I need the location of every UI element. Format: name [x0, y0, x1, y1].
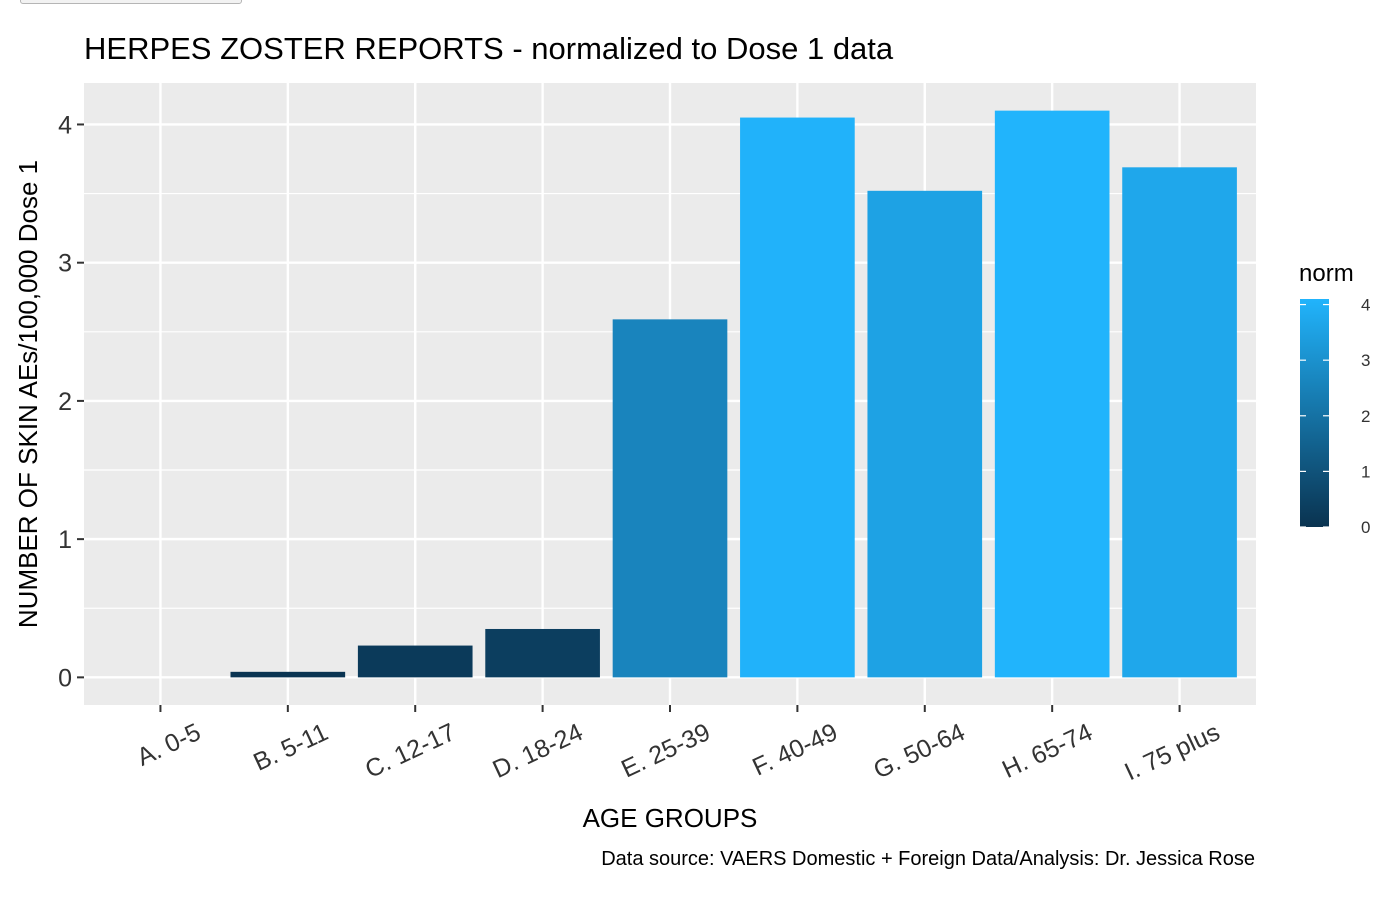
legend-label: 1 — [1361, 462, 1370, 481]
y-tick-label: 0 — [58, 664, 72, 692]
bars — [230, 110, 1237, 678]
x-tick-label: C. 12-17 — [361, 718, 460, 784]
y-tick-label: 1 — [58, 526, 72, 554]
bar-7 — [867, 190, 983, 678]
legend-title: norm — [1299, 260, 1354, 287]
x-tick-label: F. 40-49 — [748, 718, 842, 782]
x-tick-label: D. 18-24 — [488, 718, 587, 784]
caption: Data source: VAERS Domestic + Foreign Da… — [601, 848, 1255, 870]
window-edge — [20, 0, 242, 4]
legend-colorbar — [1300, 299, 1329, 527]
bar-5 — [612, 319, 728, 678]
x-tick-label: I. 75 plus — [1120, 718, 1224, 786]
chart-title: HERPES ZOSTER REPORTS - normalized to Do… — [84, 31, 894, 66]
x-tick-label: G. 50-64 — [869, 718, 969, 785]
y-axis: 0 1 2 3 4 — [58, 111, 84, 692]
legend-ticks: 0 1 2 3 4 — [1300, 296, 1370, 537]
x-axis: A. 0-5 B. 5-11 C. 12-17 D. 18-24 E. 25-39 F. … — [133, 705, 1224, 786]
y-tick-label: 2 — [58, 388, 72, 416]
x-tick-label: H. 65-74 — [998, 718, 1097, 784]
y-tick-label: 3 — [58, 250, 72, 278]
y-tick-label: 4 — [58, 111, 72, 139]
bar-6 — [740, 117, 855, 678]
bar-9 — [1122, 167, 1237, 678]
legend-label: 2 — [1361, 407, 1370, 426]
bar-3 — [357, 645, 473, 678]
legend: norm 0 1 2 3 4 — [1299, 260, 1370, 537]
legend-label: 4 — [1361, 296, 1370, 315]
x-tick-label: B. 5-11 — [249, 718, 332, 777]
x-tick-label: E. 25-39 — [617, 718, 714, 783]
x-tick-label: A. 0-5 — [133, 718, 205, 772]
x-axis-title: AGE GROUPS — [583, 803, 758, 833]
bar-4 — [485, 628, 600, 678]
y-axis-title: NUMBER OF SKIN AEs/100,000 Dose 1 — [13, 160, 43, 628]
legend-label: 0 — [1361, 518, 1370, 537]
bar-8 — [994, 110, 1110, 678]
legend-label: 3 — [1361, 351, 1370, 370]
bar-2 — [230, 671, 346, 678]
